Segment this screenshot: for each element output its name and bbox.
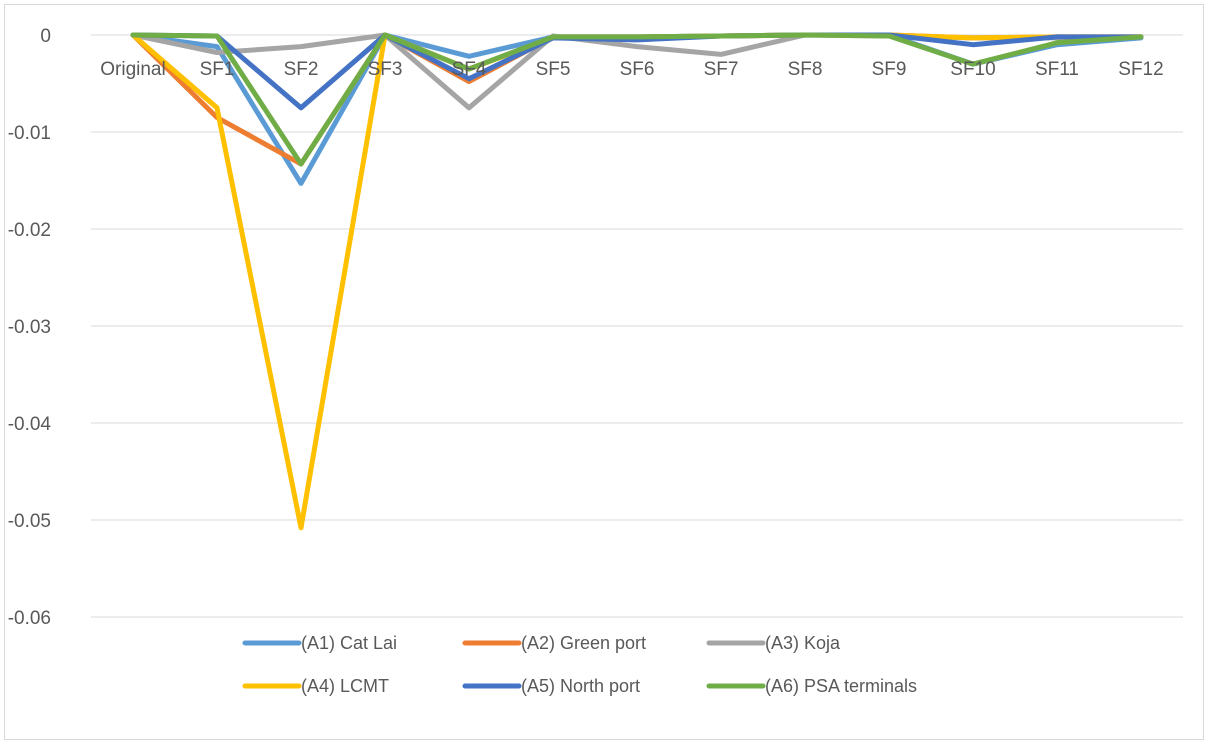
- series-line: [130, 32, 1144, 111]
- series-lines: [130, 32, 1144, 531]
- line-chart: 0 -0.01 -0.02 -0.03 -0.04 -0.05 -0.06 Original…: [8, 26, 1183, 696]
- x-tick-label: SF1: [200, 59, 235, 80]
- x-tick-label: SF12: [1118, 59, 1163, 80]
- legend-label: (A3) Koja: [765, 633, 841, 653]
- legend-label: (A6) PSA terminals: [765, 676, 917, 696]
- y-tick-label: -0.05: [8, 511, 51, 532]
- y-tick-label: 0: [40, 26, 51, 47]
- x-tick-label: SF2: [284, 59, 319, 80]
- x-tick-label: SF7: [704, 59, 739, 80]
- legend: (A1) Cat Lai (A2) Green port (A3) Koja (A4)…: [242, 633, 917, 696]
- series-line: [130, 32, 1144, 167]
- x-tick-label: SF9: [872, 59, 907, 80]
- chart-frame: 0 -0.01 -0.02 -0.03 -0.04 -0.05 -0.06 Original…: [4, 4, 1204, 740]
- y-axis-ticks: 0 -0.01 -0.02 -0.03 -0.04 -0.05 -0.06: [8, 26, 52, 629]
- x-tick-label: SF11: [1035, 59, 1079, 80]
- legend-label: (A2) Green port: [521, 633, 646, 653]
- series-line: [130, 32, 1144, 167]
- x-tick-label: SF4: [452, 59, 487, 80]
- x-tick-label: Original: [100, 59, 165, 80]
- series-line: [130, 32, 1144, 531]
- x-tick-label: SF5: [536, 59, 571, 80]
- y-tick-label: -0.03: [8, 317, 51, 338]
- legend-label: (A1) Cat Lai: [301, 633, 397, 653]
- x-tick-label: SF3: [368, 59, 403, 80]
- series-line: [130, 32, 1144, 186]
- y-tick-label: -0.02: [8, 220, 51, 241]
- x-tick-label: SF6: [620, 59, 655, 80]
- legend-label: (A4) LCMT: [301, 676, 389, 696]
- y-tick-label: -0.06: [8, 608, 51, 629]
- y-tick-label: -0.01: [8, 123, 51, 144]
- gridlines: [91, 34, 1183, 618]
- legend-label: (A5) North port: [521, 676, 640, 696]
- x-tick-label: SF10: [950, 59, 995, 80]
- x-axis-ticks: Original SF1 SF2 SF3 SF4 SF5 SF6 SF7 SF8 SF9 SF10 S…: [100, 59, 1163, 80]
- x-tick-label: SF8: [788, 59, 823, 80]
- y-tick-label: -0.04: [8, 414, 52, 435]
